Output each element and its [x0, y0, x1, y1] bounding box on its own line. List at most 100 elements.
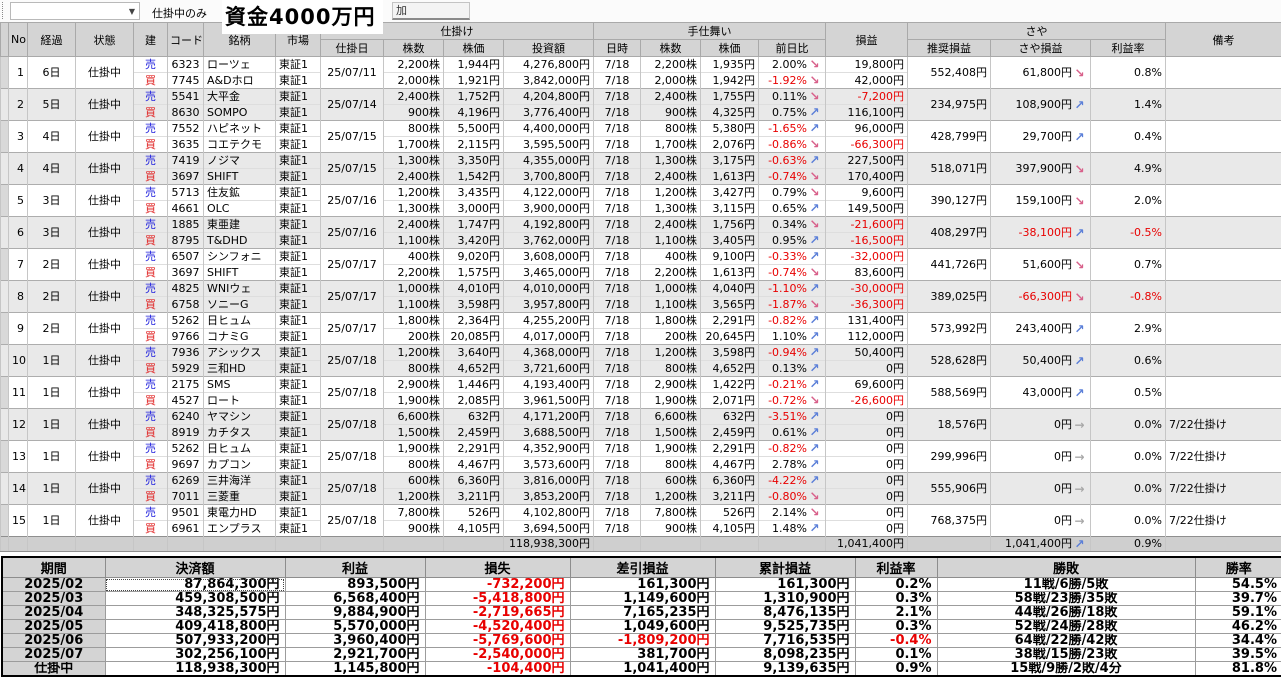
- cell-status[interactable]: 仕掛中: [76, 505, 134, 537]
- cell-market[interactable]: 東証1: [276, 105, 321, 121]
- cell-status[interactable]: 仕掛中: [76, 473, 134, 505]
- cell-entry-qty[interactable]: 2,900株: [384, 377, 444, 393]
- cell-name[interactable]: T&DHD: [204, 233, 276, 249]
- cell-exit-qty[interactable]: 400株: [641, 249, 701, 265]
- summary-cell-settlement[interactable]: 302,256,100円: [105, 648, 285, 662]
- cell-pl[interactable]: -26,600円: [826, 393, 908, 409]
- cell-pl[interactable]: 149,500円: [826, 201, 908, 217]
- cell-entry-qty[interactable]: 2,400株: [384, 89, 444, 105]
- cell-entry-qty[interactable]: 2,200株: [384, 57, 444, 73]
- summary-cell-cumulative-pl[interactable]: 8,098,235円: [715, 648, 855, 662]
- cell-invest-amount[interactable]: 4,192,800円: [504, 217, 594, 233]
- cell-day-change[interactable]: -0.63%↗: [759, 153, 826, 169]
- cell-market[interactable]: 東証1: [276, 377, 321, 393]
- cell-side[interactable]: 買: [134, 521, 168, 537]
- cell-exit-qty[interactable]: 1,200株: [641, 489, 701, 505]
- cell-exit-qty[interactable]: 7,800株: [641, 505, 701, 521]
- cell-elapsed[interactable]: 1日: [28, 345, 76, 377]
- cell-pl[interactable]: -32,000円: [826, 249, 908, 265]
- cell-no[interactable]: 3: [9, 121, 28, 153]
- cell-entry-price[interactable]: 20,085円: [444, 329, 504, 345]
- cell-invest-amount[interactable]: 3,721,600円: [504, 361, 594, 377]
- cell-elapsed[interactable]: 1日: [28, 409, 76, 441]
- cell-no[interactable]: 8: [9, 281, 28, 313]
- cell-code[interactable]: 3635: [168, 137, 204, 153]
- cell-note[interactable]: 7/22仕掛け: [1166, 473, 1281, 505]
- cell-entry-date[interactable]: 25/07/15: [321, 121, 384, 153]
- cell-no[interactable]: 1: [9, 57, 28, 89]
- summary-cell-win-rate[interactable]: 59.1%: [1195, 606, 1281, 620]
- cell-note[interactable]: 7/22仕掛け: [1166, 409, 1281, 441]
- cell-elapsed[interactable]: 3日: [28, 185, 76, 217]
- cell-exit-date[interactable]: 7/18: [594, 137, 641, 153]
- cell-entry-price[interactable]: 2,115円: [444, 137, 504, 153]
- cell-entry-qty[interactable]: 400株: [384, 249, 444, 265]
- cell-name[interactable]: コエテクモ: [204, 137, 276, 153]
- cell-invest-amount[interactable]: 3,595,500円: [504, 137, 594, 153]
- cell-entry-price[interactable]: 3,640円: [444, 345, 504, 361]
- cell-entry-qty[interactable]: 1,800株: [384, 313, 444, 329]
- cell-exit-date[interactable]: 7/18: [594, 345, 641, 361]
- cell-pl[interactable]: 9,600円: [826, 185, 908, 201]
- cell-entry-price[interactable]: 1,944円: [444, 57, 504, 73]
- summary-cell-cumulative-pl[interactable]: 1,310,900円: [715, 592, 855, 606]
- cell-day-change[interactable]: -1.10%↗: [759, 281, 826, 297]
- cell-saya-pl[interactable]: 43,000円↗: [991, 377, 1091, 409]
- cell-side[interactable]: 買: [134, 361, 168, 377]
- cell-side[interactable]: 売: [134, 377, 168, 393]
- cell-entry-qty[interactable]: 800株: [384, 361, 444, 377]
- cell-pl[interactable]: 0円: [826, 473, 908, 489]
- cell-entry-price[interactable]: 1,446円: [444, 377, 504, 393]
- row-gutter[interactable]: [1, 281, 9, 313]
- cell-code[interactable]: 8919: [168, 425, 204, 441]
- cell-note[interactable]: [1166, 281, 1281, 313]
- cell-status[interactable]: 仕掛中: [76, 57, 134, 89]
- cell-day-change[interactable]: 0.79%↘: [759, 185, 826, 201]
- cell-exit-qty[interactable]: 200株: [641, 329, 701, 345]
- cell-entry-price[interactable]: 1,747円: [444, 217, 504, 233]
- cell-entry-price[interactable]: 632円: [444, 409, 504, 425]
- cell-entry-qty[interactable]: 6,600株: [384, 409, 444, 425]
- cell-exit-qty[interactable]: 1,100株: [641, 297, 701, 313]
- cell-entry-price[interactable]: 2,085円: [444, 393, 504, 409]
- row-gutter[interactable]: [1, 153, 9, 185]
- cell-code[interactable]: 4527: [168, 393, 204, 409]
- cell-saya-pl[interactable]: 0円→: [991, 441, 1091, 473]
- cell-invest-amount[interactable]: 4,010,000円: [504, 281, 594, 297]
- cell-recommended-pl[interactable]: 518,071円: [908, 153, 991, 185]
- cell-pl[interactable]: 0円: [826, 441, 908, 457]
- cell-recommended-pl[interactable]: 389,025円: [908, 281, 991, 313]
- cell-day-change[interactable]: 0.95%↗: [759, 233, 826, 249]
- summary-cell-loss[interactable]: -5,769,600円: [425, 634, 570, 648]
- cell-no[interactable]: 13: [9, 441, 28, 473]
- cell-exit-price[interactable]: 1,613円: [701, 169, 759, 185]
- cell-invest-amount[interactable]: 4,276,800円: [504, 57, 594, 73]
- cell-saya-pl[interactable]: 108,900円↗: [991, 89, 1091, 121]
- cell-side[interactable]: 買: [134, 457, 168, 473]
- summary-cell-net-pl[interactable]: 1,041,400円: [570, 662, 715, 677]
- cell-pl[interactable]: 116,100円: [826, 105, 908, 121]
- cell-exit-price[interactable]: 4,652円: [701, 361, 759, 377]
- summary-cell-profit[interactable]: 3,960,400円: [285, 634, 425, 648]
- summary-cell-win-loss[interactable]: 64戦/22勝/42敗: [937, 634, 1195, 648]
- cell-profit-rate[interactable]: 0.0%: [1091, 473, 1166, 505]
- row-gutter[interactable]: [1, 57, 9, 89]
- cell-no[interactable]: 15: [9, 505, 28, 537]
- summary-cell-net-pl[interactable]: -1,809,200円: [570, 634, 715, 648]
- row-gutter[interactable]: [1, 377, 9, 409]
- summary-cell-period[interactable]: 2025/05: [2, 620, 105, 634]
- cell-exit-qty[interactable]: 2,400株: [641, 89, 701, 105]
- cell-code[interactable]: 1885: [168, 217, 204, 233]
- cell-elapsed[interactable]: 2日: [28, 313, 76, 345]
- cell-exit-price[interactable]: 3,598円: [701, 345, 759, 361]
- summary-cell-cumulative-pl[interactable]: 161,300円: [715, 578, 855, 592]
- cell-side[interactable]: 買: [134, 265, 168, 281]
- cell-invest-amount[interactable]: 3,961,500円: [504, 393, 594, 409]
- cell-name[interactable]: 日ヒュム: [204, 313, 276, 329]
- row-gutter[interactable]: [1, 505, 9, 537]
